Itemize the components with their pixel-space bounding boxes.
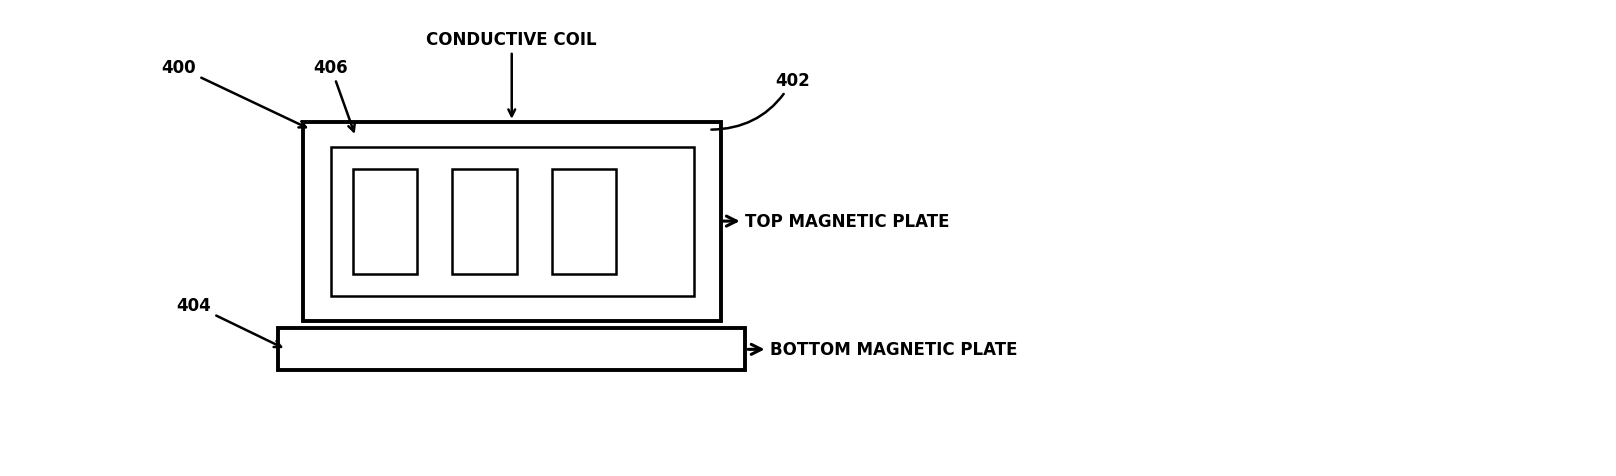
Text: 406: 406 xyxy=(314,59,354,132)
Text: 402: 402 xyxy=(711,72,810,130)
Bar xyxy=(551,170,616,274)
Text: CONDUCTIVE COIL: CONDUCTIVE COIL xyxy=(427,31,596,117)
Text: 400: 400 xyxy=(162,59,305,128)
Text: BOTTOM MAGNETIC PLATE: BOTTOM MAGNETIC PLATE xyxy=(748,341,1018,358)
Bar xyxy=(352,170,417,274)
Text: 404: 404 xyxy=(176,296,281,347)
Bar xyxy=(302,122,721,321)
Text: TOP MAGNETIC PLATE: TOP MAGNETIC PLATE xyxy=(724,213,950,230)
Bar xyxy=(331,147,693,296)
Bar xyxy=(278,329,745,370)
Bar xyxy=(452,170,517,274)
